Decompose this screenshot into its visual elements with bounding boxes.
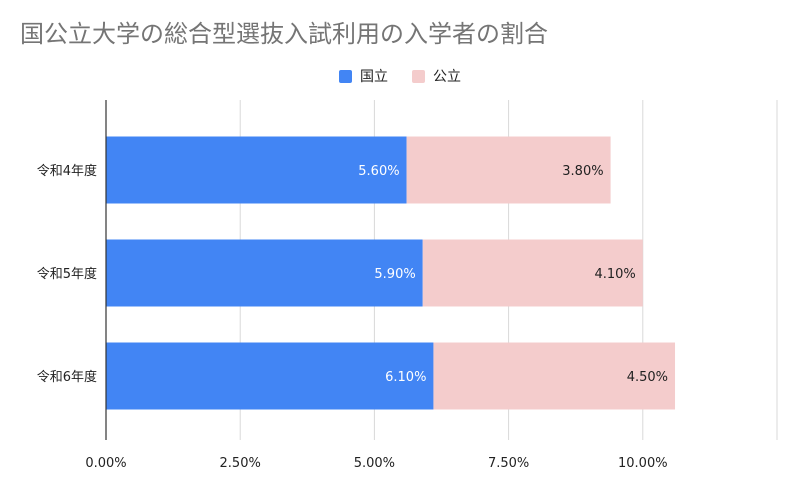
x-tick-label-2: 5.00%	[354, 456, 395, 471]
legend-label-kokuritsu: 国立	[360, 69, 388, 85]
legend-item-kouritsu[interactable]: 公立	[412, 66, 461, 86]
bar-series0-cat0	[106, 136, 407, 204]
data-label-series1-cat2: 4.50%	[627, 370, 668, 385]
bar-series1-cat1	[422, 239, 643, 307]
x-tick-label-4: 10.00%	[618, 456, 668, 471]
legend-label-kouritsu: 公立	[433, 69, 461, 85]
legend-item-kokuritsu[interactable]: 国立	[339, 66, 388, 86]
data-label-series1-cat1: 4.10%	[594, 267, 635, 282]
legend-swatch-kokuritsu	[339, 69, 352, 83]
x-tick-label-1: 2.50%	[220, 456, 261, 471]
x-tick-label-3: 7.50%	[488, 456, 529, 471]
bar-series1-cat2	[433, 342, 676, 410]
category-label-2: 令和6年度	[37, 369, 97, 385]
data-label-series0-cat0: 5.60%	[358, 164, 399, 179]
bar-series0-cat2	[106, 342, 434, 410]
data-label-series0-cat1: 5.90%	[374, 267, 415, 282]
legend-swatch-kouritsu	[412, 69, 425, 83]
x-tick-label-0: 0.00%	[85, 456, 126, 471]
data-label-series1-cat0: 3.80%	[562, 164, 603, 179]
category-label-0: 令和4年度	[37, 163, 97, 179]
bar-series0-cat1	[106, 239, 423, 307]
chart-title: 国公立大学の総合型選抜入試利用の入学者の割合	[20, 20, 548, 48]
data-label-series0-cat2: 6.10%	[385, 370, 426, 385]
legend: 国立 公立	[0, 66, 800, 86]
bar-series1-cat0	[406, 136, 611, 204]
category-label-1: 令和5年度	[37, 266, 97, 282]
